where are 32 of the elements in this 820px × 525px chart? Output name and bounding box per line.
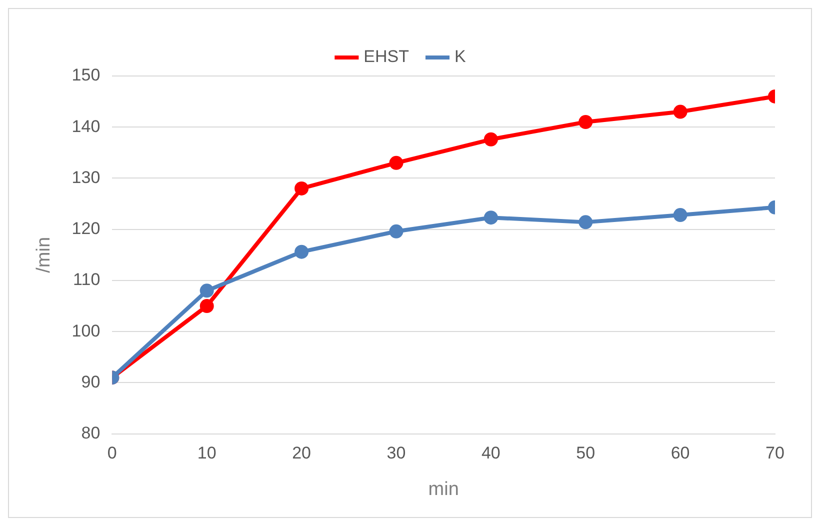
point: [673, 104, 688, 119]
point: [200, 299, 214, 314]
y-tick-label: 130: [72, 168, 100, 187]
y-tick-label: 110: [73, 270, 100, 290]
x-tick-label: 50: [576, 444, 596, 463]
y-tick-label: 150: [72, 66, 100, 85]
y-axis-title: /min: [34, 236, 55, 273]
point: [389, 156, 404, 170]
point: [484, 132, 498, 146]
x-tick-label: 60: [670, 444, 690, 463]
point: [294, 181, 309, 196]
legend-label: K: [454, 47, 466, 66]
x-tick-label: 20: [292, 444, 312, 463]
point: [200, 284, 214, 298]
y-tick-label: 90: [81, 372, 100, 392]
legend-label: EHST: [364, 47, 410, 66]
point: [294, 244, 309, 259]
x-tick-label: 30: [386, 444, 406, 463]
point: [484, 210, 498, 225]
y-tick-label: 100: [72, 321, 100, 340]
point: [578, 115, 593, 130]
x-tick-label: 0: [107, 444, 117, 463]
y-tick-label: 120: [72, 219, 100, 238]
point: [673, 208, 688, 222]
x-axis-title: min: [428, 478, 459, 500]
x-tick-label: 40: [481, 444, 500, 463]
y-tick-label: 140: [72, 116, 100, 136]
x-tick-label: 10: [197, 444, 216, 463]
x-tick-label: 70: [766, 444, 784, 463]
y-tick-label: 80: [81, 423, 100, 442]
point: [389, 224, 404, 238]
point: [578, 215, 593, 230]
